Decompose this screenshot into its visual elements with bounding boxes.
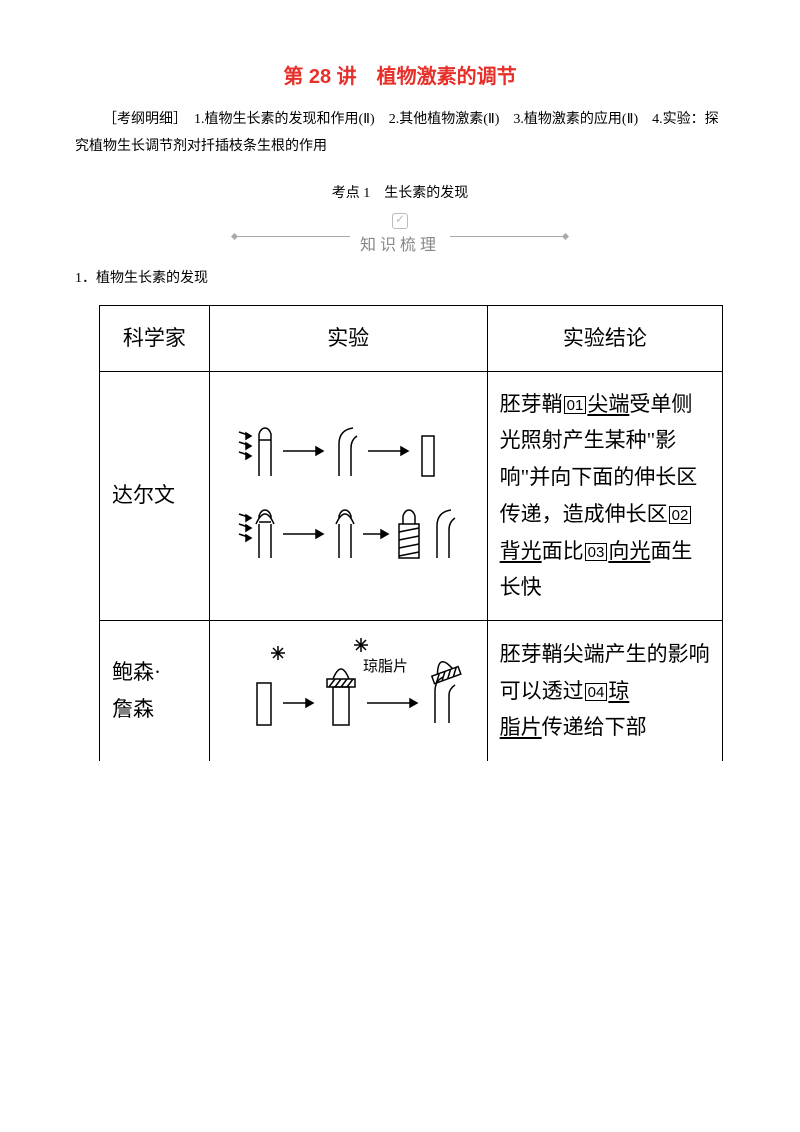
experiment-diagram-1 xyxy=(209,371,487,621)
agar-label: 琼脂片 xyxy=(363,658,408,675)
blank-02: 02 xyxy=(669,506,692,524)
jensen-experiment-svg: 琼脂片 xyxy=(223,631,473,751)
page-title: 第 28 讲 植物激素的调节 xyxy=(75,60,725,89)
conclusion-2: 胚芽鞘尖端产生的影响可以透过04琼脂片传递给下部 xyxy=(487,621,722,762)
section-divider: 知识梳理 xyxy=(75,212,725,248)
scientist-darwin: 达尔文 xyxy=(100,371,210,621)
header-conclusion: 实验结论 xyxy=(487,305,722,371)
paragraph-1: 1．植物生长素的发现 xyxy=(75,266,725,293)
scientist-boysen-jensen: 鲍森·詹森 xyxy=(100,621,210,762)
header-experiment: 实验 xyxy=(209,305,487,371)
table-header-row: 科学家 实验 实验结论 xyxy=(100,305,723,371)
darwin-experiment-svg xyxy=(223,406,473,586)
section-label: 知识梳理 xyxy=(350,231,450,255)
topic-heading: 考点 1 生长素的发现 xyxy=(75,182,725,202)
table-row: 达尔文 xyxy=(100,371,723,621)
discovery-table: 科学家 实验 实验结论 达尔文 xyxy=(99,305,723,761)
table-row: 鲍森·詹森 xyxy=(100,621,723,762)
header-scientist: 科学家 xyxy=(100,305,210,371)
blank-03: 03 xyxy=(585,543,608,561)
experiment-diagram-2: 琼脂片 xyxy=(209,621,487,762)
check-icon xyxy=(392,213,408,229)
conclusion-1: 胚芽鞘01尖端受单侧光照射产生某种"影响"并向下面的伸长区传递，造成伸长区02背… xyxy=(487,371,722,621)
blank-04: 04 xyxy=(585,683,608,701)
blank-01: 01 xyxy=(564,396,587,414)
exam-outline: ［考纲明细］ 1.植物生长素的发现和作用(Ⅱ) 2.其他植物激素(Ⅱ) 3.植物… xyxy=(75,107,725,160)
